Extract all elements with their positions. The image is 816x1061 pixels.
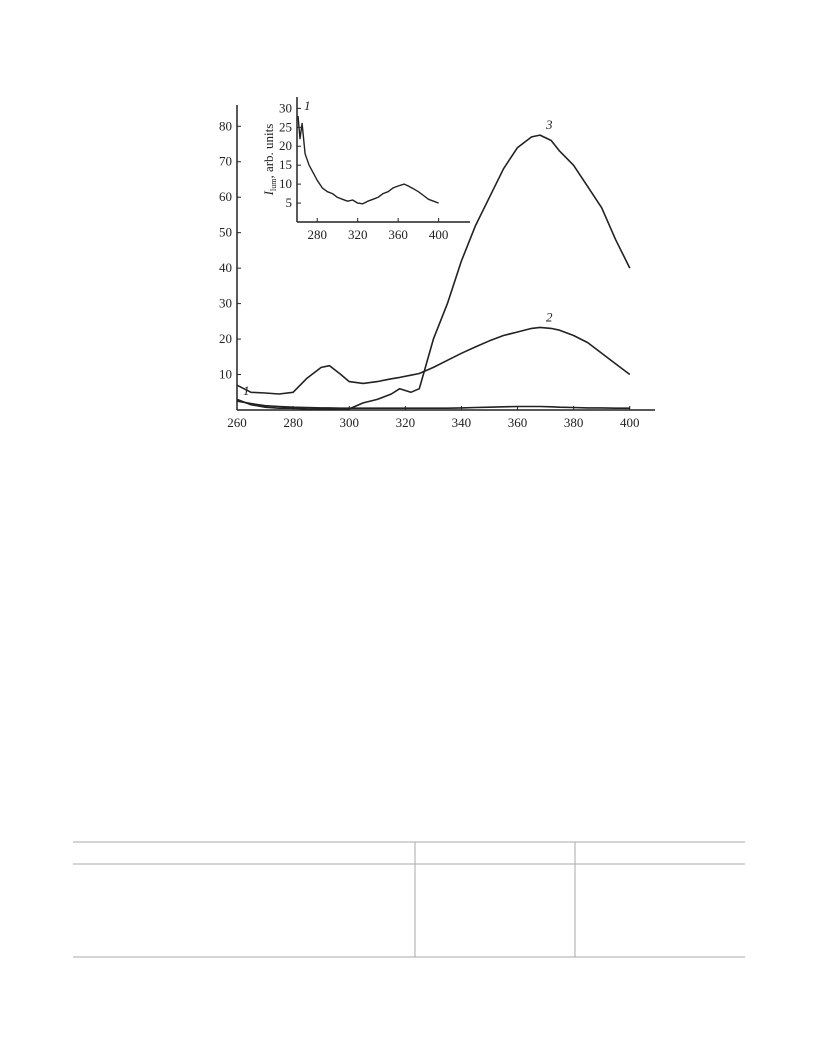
y-tick-label: 10 — [219, 367, 232, 382]
line-series — [236, 400, 630, 409]
x-tick-label: 260 — [227, 415, 247, 430]
x-tick-label: 280 — [283, 415, 303, 430]
series-label: 1 — [304, 98, 311, 113]
line-series — [297, 115, 439, 205]
x-tick-label: 280 — [307, 227, 327, 242]
x-tick-label: 300 — [339, 415, 359, 430]
x-tick-label: 360 — [508, 415, 528, 430]
y-tick-label: 20 — [219, 331, 232, 346]
y-tick-label: 70 — [219, 154, 232, 169]
x-tick-label: 320 — [396, 415, 416, 430]
x-tick-label: 340 — [452, 415, 472, 430]
y-tick-label: 40 — [219, 260, 232, 275]
y-tick-label: 80 — [219, 118, 232, 133]
y-label-subscript: lum — [269, 178, 278, 191]
y-label-symbol: I — [261, 190, 276, 196]
x-tick-label: 400 — [429, 227, 449, 242]
x-tick-label: 320 — [348, 227, 368, 242]
y-tick-label: 20 — [279, 138, 292, 153]
y-tick-label: 60 — [219, 189, 232, 204]
y-tick-label: 10 — [279, 176, 292, 191]
x-tick-label: 360 — [388, 227, 408, 242]
x-tick-label: 380 — [564, 415, 584, 430]
y-tick-label: 30 — [219, 296, 232, 311]
empty-table — [73, 841, 745, 958]
y-label-text: , arb. units — [261, 124, 276, 179]
y-tick-label: 15 — [279, 157, 292, 172]
y-tick-label: 30 — [279, 100, 292, 115]
chart: 5 10 15 20 25 30 280 320 360 400 Ilum, arb. units 1 — [261, 97, 470, 242]
line-series — [236, 134, 631, 411]
line-series — [236, 326, 631, 395]
y-axis-label: Ilum, arb. units — [261, 124, 278, 197]
y-tick-label: 50 — [219, 225, 232, 240]
series-label: 2 — [546, 309, 553, 324]
y-tick-label: 25 — [279, 119, 292, 134]
y-tick-label: 5 — [286, 195, 293, 210]
x-tick-label: 400 — [620, 415, 640, 430]
series-label: 3 — [545, 117, 553, 132]
